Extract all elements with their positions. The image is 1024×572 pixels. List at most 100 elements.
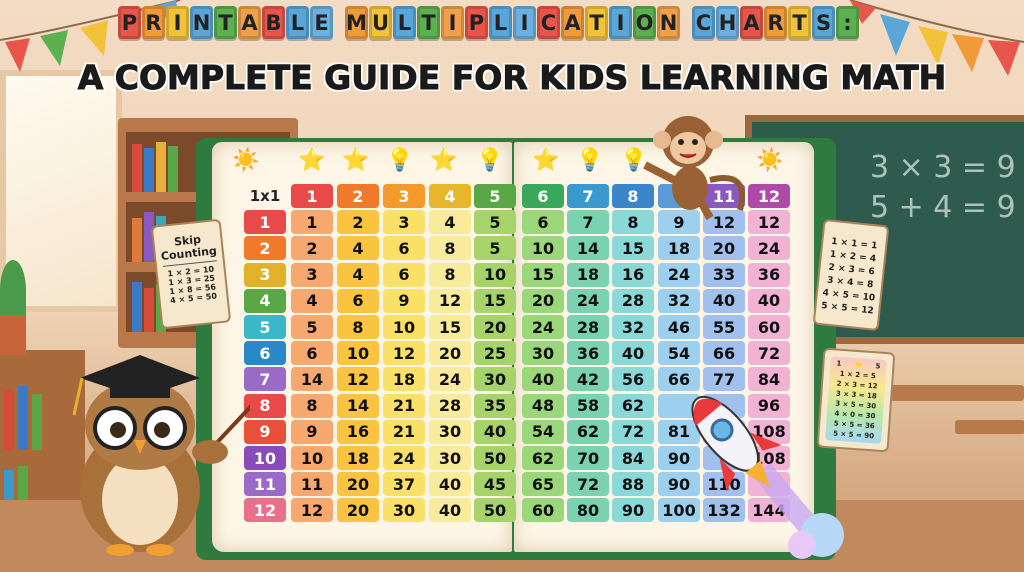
table-cell: 90 <box>658 472 700 497</box>
table-cell: 60 <box>748 315 790 339</box>
table-cell: 12 <box>337 367 379 392</box>
table-cell: 14 <box>337 393 379 418</box>
skip-counting-scroll: Skip Counting 1 × 2 = 10 1 × 3 = 25 1 × … <box>150 218 232 330</box>
table-cell: 80 <box>567 498 609 523</box>
rocket-illustration <box>691 396 844 559</box>
title-letter-block: : <box>836 6 859 39</box>
table-corner-label: 1x1 <box>249 187 281 205</box>
title-letter-block: N <box>190 6 213 39</box>
table-cell: 15 <box>474 288 516 313</box>
table-cell: 8 <box>612 210 654 235</box>
title-letter-block: H <box>716 6 739 39</box>
title-letter-block: L <box>489 6 512 39</box>
lightbulb-icon: 💡 <box>576 148 604 173</box>
table-cell: 66 <box>658 367 700 392</box>
table-cell: 58 <box>567 393 609 418</box>
title-letter-block: E <box>310 6 333 39</box>
table-cell: 45 <box>474 472 516 497</box>
table-cell: 35 <box>474 393 516 418</box>
title-letter-block <box>681 6 691 39</box>
table-cell: 65 <box>522 472 564 497</box>
table-cell: 50 <box>474 498 516 523</box>
row-header: 8 <box>244 393 286 418</box>
column-header: 12 <box>748 184 790 208</box>
row-header: 10 <box>244 446 286 470</box>
table-cell: 21 <box>383 393 425 418</box>
table-cell: 4 <box>337 236 379 261</box>
table-cell: 6 <box>383 262 425 287</box>
column-header: 4 <box>429 184 471 208</box>
table-cell: 8 <box>429 262 471 287</box>
table-cell: 12 <box>429 288 471 313</box>
title-letter-block: N <box>657 6 680 39</box>
table-cell: 96 <box>748 393 790 418</box>
title-letter-block: A <box>740 6 763 39</box>
table-cell: 32 <box>612 315 654 339</box>
table-cell: 30 <box>429 446 471 470</box>
title-letter-block: A <box>561 6 584 39</box>
table-cell: 9 <box>291 419 333 444</box>
lightbulb-icon: 💡 <box>386 148 414 173</box>
table-cell: 54 <box>658 341 700 366</box>
title-letter-block: T <box>585 6 608 39</box>
table-cell: 5 <box>291 315 333 339</box>
title-letter-block: S <box>812 6 835 39</box>
table-cell: 15 <box>612 236 654 261</box>
column-header: 5 <box>474 184 516 208</box>
column-header: 1 <box>291 184 333 208</box>
column-header: 6 <box>522 184 564 208</box>
table-cell: 6 <box>291 341 333 366</box>
table-cell: 20 <box>522 288 564 313</box>
table-cell: 15 <box>522 262 564 287</box>
title-letter-block: R <box>764 6 787 39</box>
title-letter-block: I <box>513 6 536 39</box>
table-cell: 132 <box>703 498 745 523</box>
table-cell: 4 <box>337 262 379 287</box>
table-cell: 6 <box>522 210 564 235</box>
table-cell: 20 <box>703 236 745 261</box>
table-cell: 10 <box>474 262 516 287</box>
scroll-title: Skip Counting <box>160 232 218 264</box>
sun-icon: ☀️ <box>756 148 784 173</box>
table-cell: 72 <box>612 419 654 444</box>
table-cell: 62 <box>522 446 564 470</box>
title-letter-block <box>334 6 344 39</box>
table-cell: 100 <box>658 498 700 523</box>
table-cell: 40 <box>522 367 564 392</box>
table-cell: 28 <box>429 393 471 418</box>
table-cell: 28 <box>612 288 654 313</box>
chalkboard-text: 3 × 3 = 9 <box>870 150 1016 185</box>
table-cell: 14 <box>291 367 333 392</box>
title-letter-block: C <box>537 6 560 39</box>
table-cell: 55 <box>703 315 745 339</box>
column-header: 2 <box>337 184 379 208</box>
row-header: 2 <box>244 236 286 261</box>
table-cell: 77 <box>703 367 745 392</box>
row-header: 1 <box>244 210 286 235</box>
table-cell: 54 <box>522 419 564 444</box>
table-cell: 20 <box>337 472 379 497</box>
table-cell: 40 <box>703 288 745 313</box>
column-header: 7 <box>567 184 609 208</box>
title-letter-block: I <box>166 6 189 39</box>
table-cell: 32 <box>658 288 700 313</box>
lightbulb-icon: 💡 <box>620 148 648 173</box>
table-cell: 6 <box>383 236 425 261</box>
table-cell: 33 <box>703 262 745 287</box>
row-header: 7 <box>244 367 286 392</box>
table-cell: 60 <box>522 498 564 523</box>
table-cell: 46 <box>658 315 700 339</box>
star-icon: ⭐ <box>342 148 370 173</box>
monkey-illustration <box>643 116 745 220</box>
table-cell: 18 <box>337 446 379 470</box>
table-cell: 20 <box>474 315 516 339</box>
star-icon: ⭐ <box>532 148 560 173</box>
subtitle: A COMPLETE GUIDE FOR KIDS LEARNING MATH <box>77 58 947 98</box>
row-header: 3 <box>244 262 286 287</box>
table-cell: 9 <box>658 210 700 235</box>
table-cell: 66 <box>703 341 745 366</box>
table-cell: 28 <box>567 315 609 339</box>
table-cell: 24 <box>522 315 564 339</box>
title-letter-block: B <box>262 6 285 39</box>
plant-pot <box>0 315 26 355</box>
